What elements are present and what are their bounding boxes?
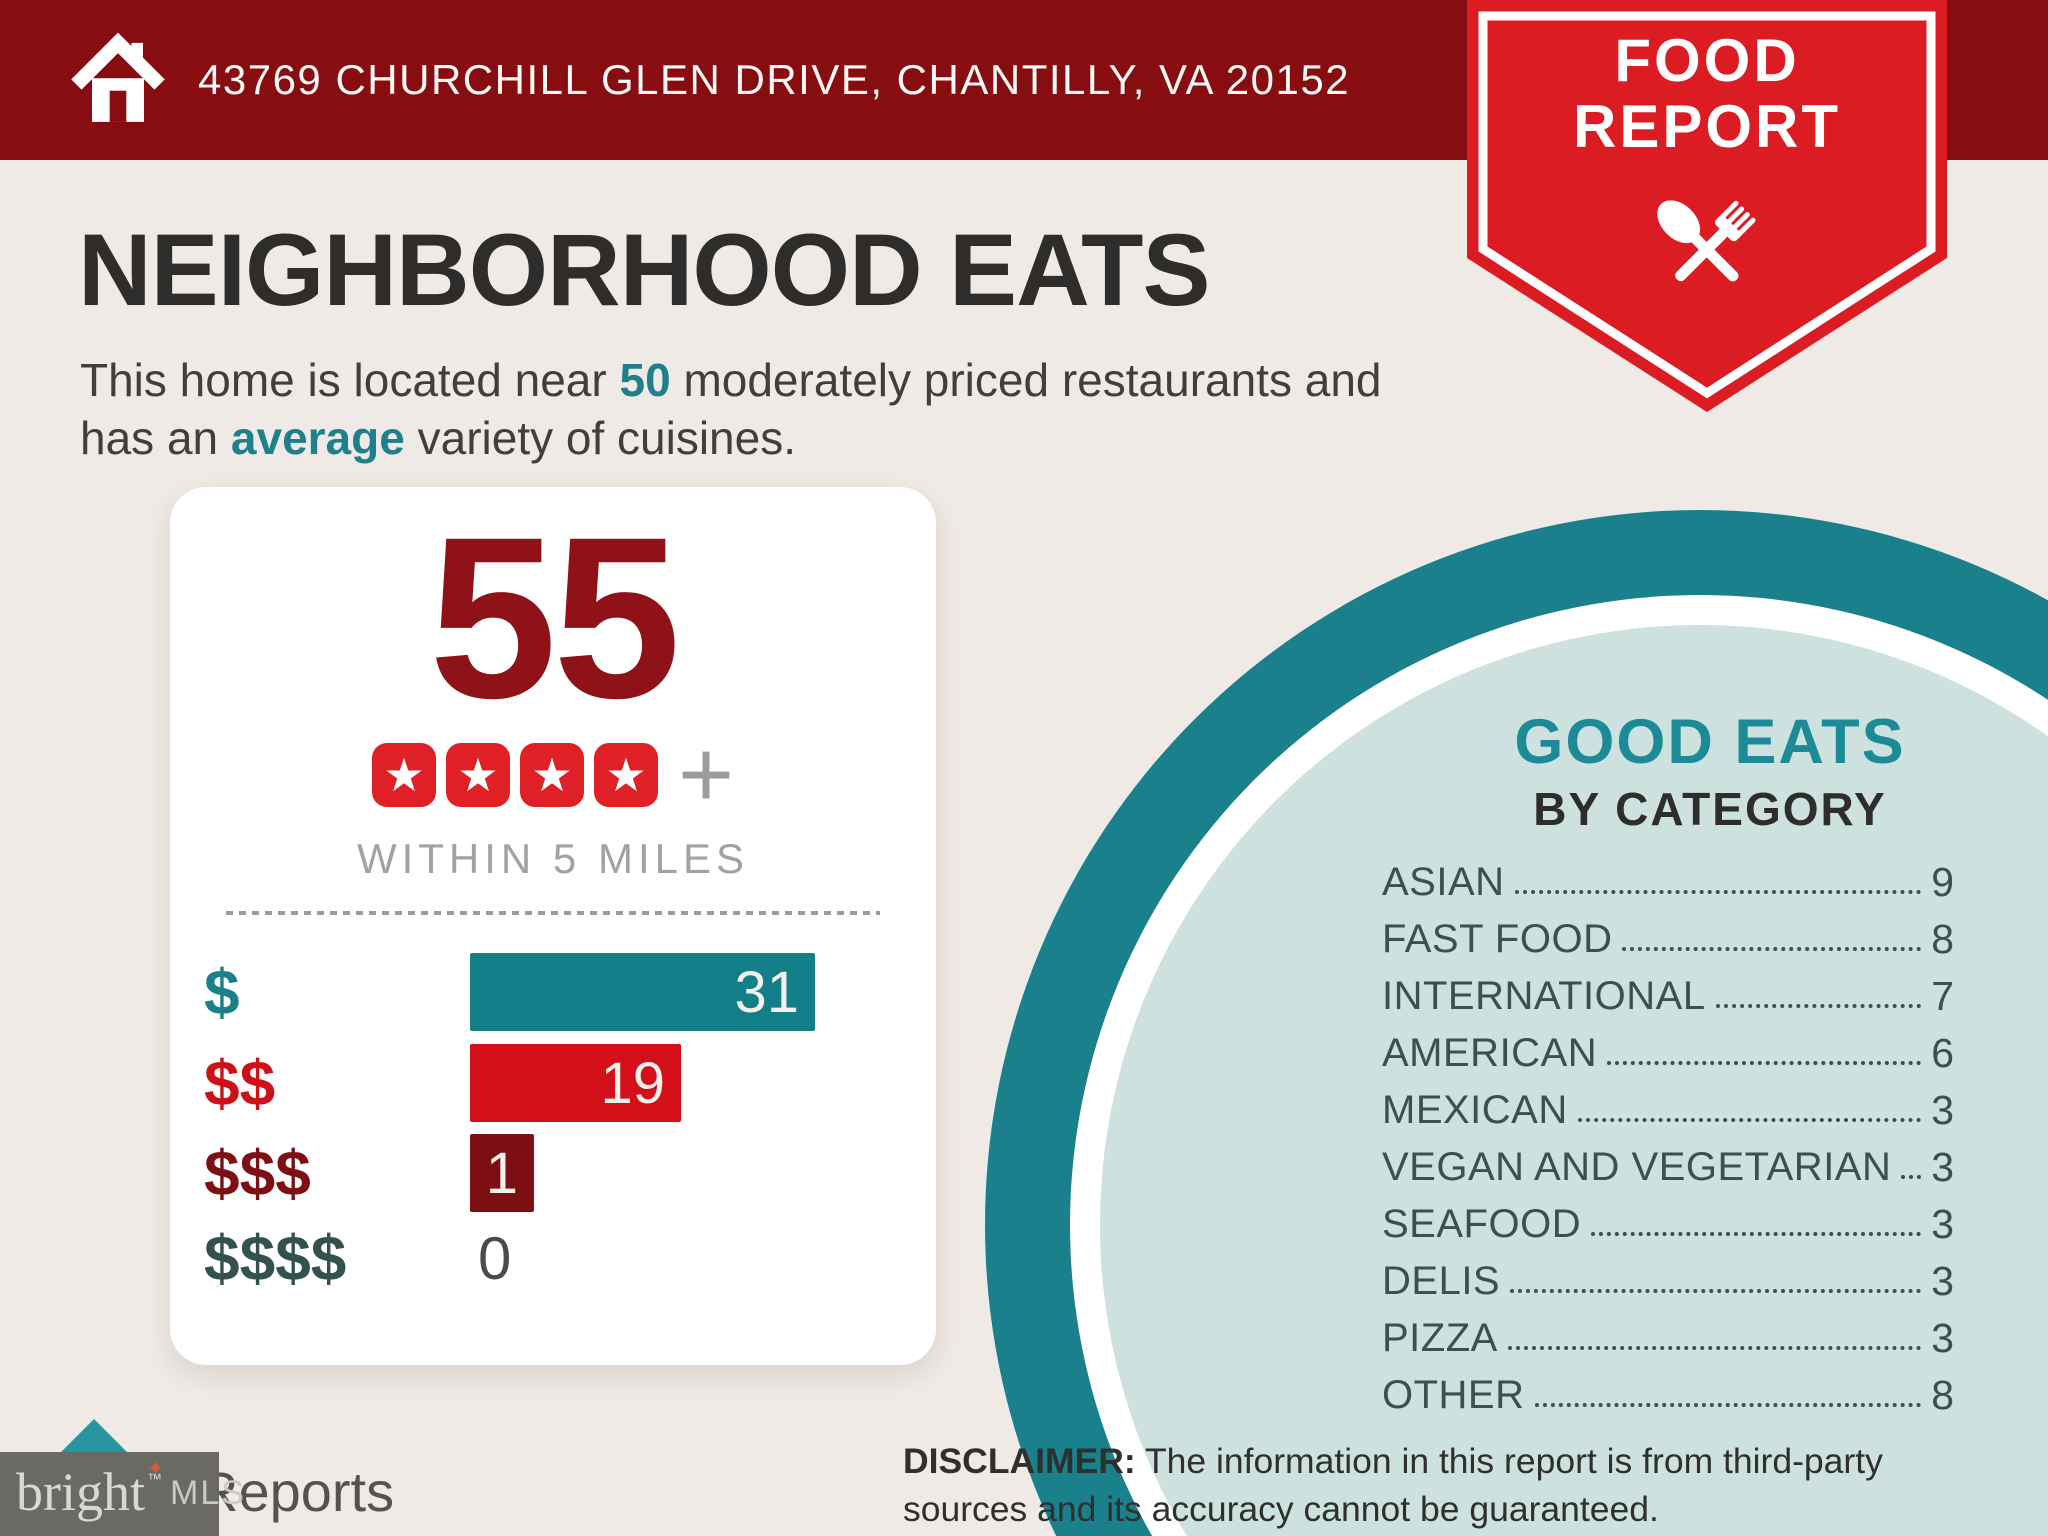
- category-count: 7: [1931, 973, 1954, 1019]
- mls-logo-text: MLS: [170, 1474, 246, 1512]
- dotted-leader: [1591, 1231, 1922, 1236]
- category-row: INTERNATIONAL 7: [1382, 968, 1954, 1025]
- category-label: OTHER: [1382, 1373, 1525, 1417]
- dotted-leader: [1901, 1174, 1922, 1179]
- star-icon: ★: [519, 743, 584, 807]
- category-count: 3: [1931, 1144, 1954, 1190]
- disclaimer: DISCLAIMER: The information in this repo…: [903, 1438, 2008, 1533]
- price-bar: 31: [470, 953, 815, 1031]
- star-rating: ★ ★ ★ ★ +: [170, 727, 936, 823]
- category-label: AMERICAN: [1382, 1031, 1598, 1075]
- category-count: 3: [1931, 1258, 1954, 1304]
- category-label: VEGAN AND VEGETARIAN: [1382, 1145, 1892, 1189]
- category-list: ASIAN 9 FAST FOOD 8 INTERNATIONAL 7 AMERICAN 6 M…: [1382, 854, 1954, 1424]
- price-level-bar-chart: $31 $$ 19 $$$ 1 $$$$ 0: [170, 487, 936, 1365]
- category-row: DELIS 3: [1382, 1253, 1954, 1310]
- price-row: $$$ 1: [170, 1134, 936, 1212]
- price-level-label: $$: [204, 1047, 276, 1119]
- ribbon-title-report: REPORT: [1572, 93, 1842, 160]
- restaurant-score-card: 55 ★ ★ ★ ★ + WITHIN 5 MILES $31 $$ 19 $$$ 1 $$$$ 0: [170, 487, 936, 1365]
- price-bar-value: 1: [485, 1140, 518, 1206]
- food-report-ribbon: [1467, 0, 1947, 412]
- dotted-leader: [1577, 1117, 1922, 1122]
- good-eats-subtitle: BY CATEGORY: [1533, 783, 1887, 835]
- dotted-leader: [1507, 1345, 1922, 1350]
- category-label: FAST FOOD: [1382, 917, 1613, 961]
- dashed-divider: [226, 911, 880, 915]
- radius-label: WITHIN 5 MILES: [356, 835, 750, 882]
- star-glyph: ★: [383, 749, 425, 801]
- trademark-symbol: ™: [147, 1471, 162, 1488]
- price-bar: 1: [470, 1134, 534, 1212]
- subtitle-text: moderately priced restaurants and has an: [80, 354, 1382, 464]
- category-count: 3: [1931, 1087, 1954, 1133]
- dotted-leader: [1510, 1288, 1922, 1293]
- category-row: MEXICAN 3: [1382, 1082, 1954, 1139]
- category-row: ASIAN 9: [1382, 854, 1954, 911]
- category-count: 3: [1931, 1201, 1954, 1247]
- category-row: PIZZA 3: [1382, 1310, 1954, 1367]
- category-row: AMERICAN 6: [1382, 1025, 1954, 1082]
- subtitle-accent-text: 50: [619, 354, 671, 406]
- price-level-label: $$$: [204, 1137, 311, 1209]
- dotted-leader: [1622, 946, 1922, 951]
- price-level-label: $$$$: [204, 1222, 347, 1294]
- ribbon-title-food: FOOD: [1614, 27, 1800, 94]
- category-count: 6: [1931, 1030, 1954, 1076]
- price-bar: 19: [470, 1044, 681, 1122]
- price-zero-value: 0: [478, 1224, 512, 1292]
- bright-mls-logo: bright ™ MLS: [0, 1452, 244, 1536]
- property-address: 43769 CHURCHILL GLEN DRIVE, CHANTILLY, V…: [198, 56, 1351, 103]
- dotted-leader: [1607, 1060, 1922, 1065]
- category-label: ASIAN: [1382, 860, 1505, 904]
- category-count: 8: [1931, 916, 1954, 962]
- category-label: INTERNATIONAL: [1382, 974, 1706, 1018]
- star-glyph: ★: [605, 749, 647, 801]
- category-label: MEXICAN: [1382, 1088, 1568, 1132]
- category-label: PIZZA: [1382, 1316, 1498, 1360]
- category-row: SEAFOOD 3: [1382, 1196, 1954, 1253]
- category-row: VEGAN AND VEGETARIAN 3: [1382, 1139, 1954, 1196]
- category-label: DELIS: [1382, 1259, 1501, 1303]
- category-label: SEAFOOD: [1382, 1202, 1582, 1246]
- price-row: $$ 19: [170, 1044, 936, 1122]
- bright-logo-text: bright: [16, 1462, 145, 1522]
- dotted-leader: [1514, 889, 1922, 894]
- price-bar-value: 19: [600, 1050, 665, 1116]
- star-glyph: ★: [457, 749, 499, 801]
- subtitle-text: variety of cuisines.: [404, 411, 796, 464]
- disclaimer-label: DISCLAIMER:: [903, 1441, 1136, 1481]
- disclaimer-text: The information in this report is from t…: [903, 1441, 1883, 1529]
- category-count: 9: [1931, 859, 1954, 905]
- restaurant-count: 55: [429, 489, 681, 746]
- category-row: FAST FOOD 8: [1382, 911, 1954, 968]
- price-row: $31: [170, 953, 936, 1031]
- home-icon: [71, 32, 165, 122]
- price-level-label: $: [204, 956, 240, 1028]
- star-icon: ★: [445, 743, 510, 807]
- intro-subtitle: This home is located near 50 moderately …: [80, 352, 1390, 467]
- category-row: OTHER 8: [1382, 1367, 1954, 1424]
- star-glyph: ★: [531, 749, 573, 801]
- page-title: NEIGHBORHOOD EATS: [78, 213, 1210, 327]
- dotted-leader: [1534, 1402, 1922, 1407]
- crossed-spoon-fork-icon: [1657, 200, 1756, 282]
- price-row: $$$$ 0: [170, 1219, 936, 1297]
- bright-logo-star-icon: ✦: [147, 1458, 164, 1480]
- price-bar-value: 31: [734, 959, 799, 1025]
- reports-wordmark: Reports: [198, 1460, 395, 1523]
- star-icon: ★: [371, 743, 436, 807]
- subtitle-text: This home is located near: [80, 354, 620, 406]
- star-icon: ★: [593, 743, 658, 807]
- good-eats-title: GOOD EATS: [1514, 707, 1906, 777]
- subtitle-accent-text: average: [230, 411, 405, 464]
- category-count: 3: [1931, 1315, 1954, 1361]
- dotted-leader: [1715, 1003, 1922, 1008]
- category-count: 8: [1931, 1372, 1954, 1418]
